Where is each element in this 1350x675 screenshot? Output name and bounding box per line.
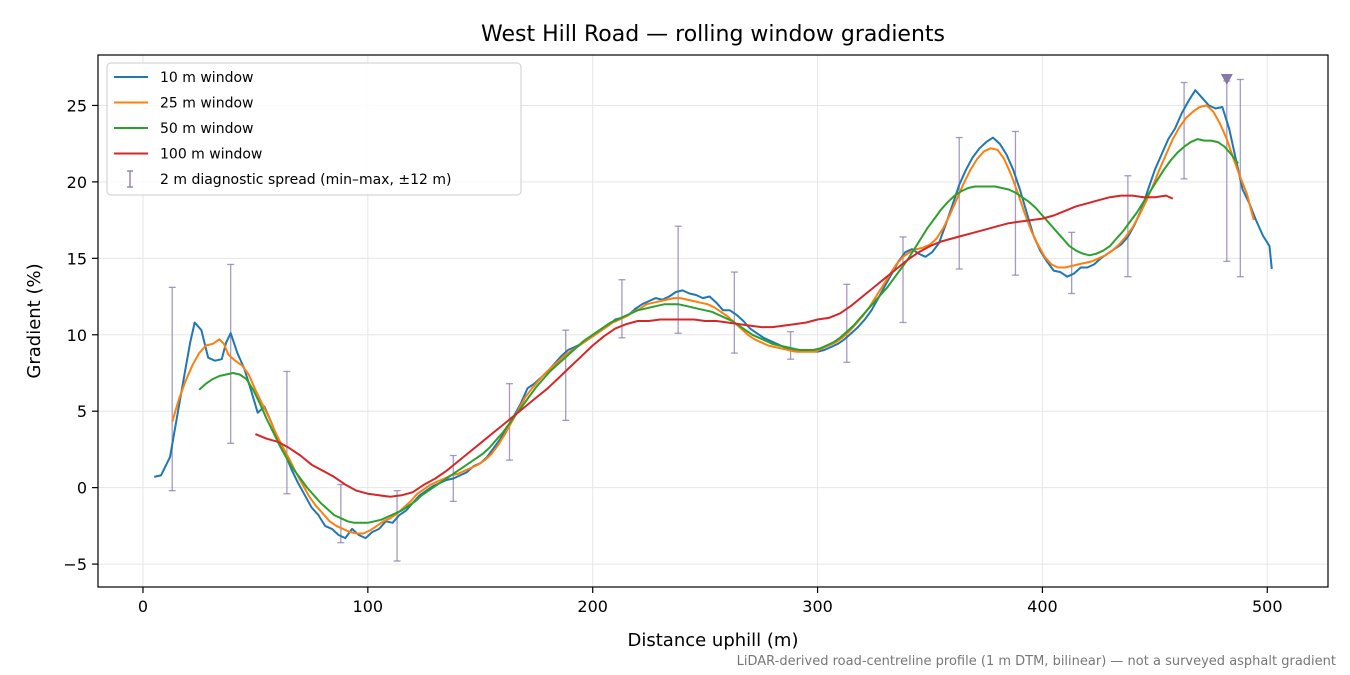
- x-tick-label: 400: [1027, 597, 1058, 616]
- y-axis-label: Gradient (%): [24, 263, 45, 378]
- x-axis: 0 100 200 300 400 500: [138, 587, 1283, 616]
- legend-label: 2 m diagnostic spread (min–max, ±12 m): [160, 172, 451, 188]
- series-line: [255, 194, 1174, 498]
- errorbar: [337, 483, 345, 544]
- y-axis: −5 0 5 10 15 20 25: [63, 96, 98, 574]
- x-tick-label: 100: [353, 597, 384, 616]
- footnote: LiDAR-derived road-centreline profile (1…: [737, 654, 1336, 669]
- errorbar: [618, 279, 626, 339]
- errorbar: [899, 236, 907, 324]
- y-tick-label: 25: [67, 96, 87, 115]
- chart-title: West Hill Road — rolling window gradient…: [481, 22, 945, 47]
- plot-area: [153, 73, 1273, 562]
- legend-label: 10 m window: [160, 70, 253, 86]
- legend-label: 25 m window: [160, 96, 253, 112]
- x-tick-label: 500: [1252, 597, 1283, 616]
- errorbar: [562, 329, 570, 422]
- errorbar: [393, 490, 401, 562]
- errorbar: [1068, 231, 1076, 295]
- x-tick-label: 300: [802, 597, 833, 616]
- x-tick-label: 200: [577, 597, 608, 616]
- peak-marker: [1220, 73, 1233, 85]
- errorbar: [674, 225, 682, 334]
- legend-label: 100 m window: [160, 147, 262, 163]
- legend-label: 50 m window: [160, 121, 253, 137]
- errorbar: [168, 286, 176, 492]
- legend-box: [106, 62, 522, 196]
- errorbar: [227, 263, 235, 444]
- y-tick-label: 10: [67, 326, 87, 345]
- plot-frame: [97, 54, 1329, 588]
- y-tick-label: 15: [67, 249, 87, 268]
- y-tick-label: 0: [77, 479, 87, 498]
- errorbar: [1180, 81, 1188, 180]
- errorbar: [283, 370, 291, 495]
- errorbar: [955, 136, 963, 270]
- errorbar: [843, 283, 851, 363]
- errorbar: [1011, 130, 1019, 276]
- legend: 10 m window 25 m window 50 m window 100 m w…: [106, 62, 522, 196]
- y-tick-label: 5: [77, 402, 87, 421]
- x-axis-label: Distance uphill (m): [628, 630, 799, 651]
- x-tick-label: 0: [138, 597, 148, 616]
- errorbar: [1223, 80, 1231, 263]
- y-tick-label: −5: [63, 555, 87, 574]
- series-line: [153, 89, 1273, 540]
- errorbar: [787, 331, 795, 360]
- y-tick-label: 20: [67, 173, 87, 192]
- series-line: [171, 104, 1255, 535]
- series-line: [198, 138, 1239, 524]
